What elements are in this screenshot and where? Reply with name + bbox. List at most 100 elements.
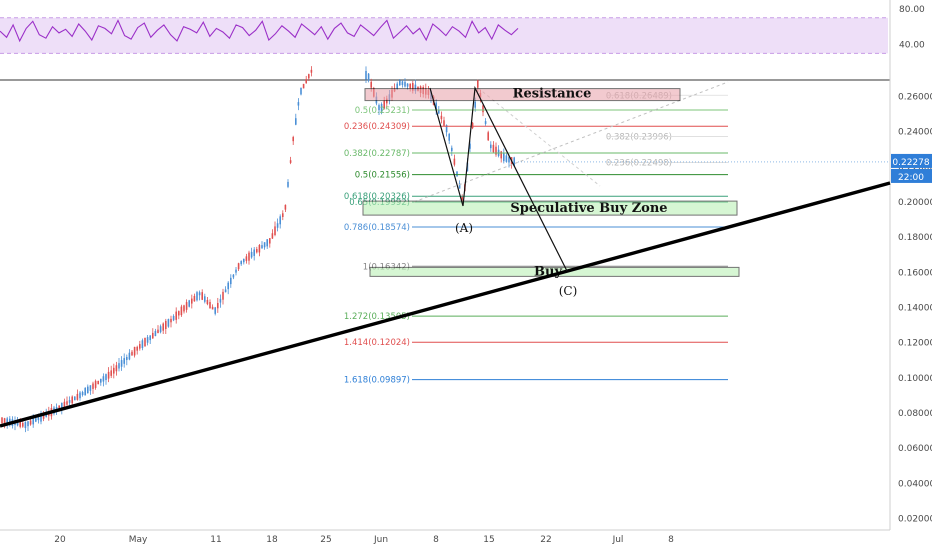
candle-body — [282, 213, 284, 217]
candle-body — [458, 183, 461, 189]
oscillator-band — [0, 17, 888, 54]
candle-body — [365, 70, 367, 80]
candle-body — [133, 346, 136, 356]
price-tick-label: 0.20000 — [898, 198, 932, 208]
candle-body — [167, 319, 170, 327]
candle-body — [305, 79, 307, 84]
candle-body — [232, 274, 235, 278]
price-tick-label: 0.04000 — [898, 479, 932, 489]
candle-body — [367, 73, 370, 81]
countdown-value: 22:00 — [898, 173, 924, 183]
candle-body — [71, 396, 73, 404]
candle-body — [178, 311, 180, 316]
candle-body — [40, 413, 42, 422]
candle-body — [37, 417, 40, 421]
candle-body — [492, 144, 495, 153]
candle-body — [261, 245, 263, 249]
candle-body — [495, 146, 497, 155]
candle-body — [412, 83, 414, 91]
time-tick-label: 11 — [210, 535, 221, 545]
candle-body — [300, 87, 302, 95]
price-pane[interactable]: 0.5(0.25231) 0.236(0.24309) 0.382(0.22787)… — [0, 66, 891, 433]
candle-body — [107, 371, 110, 379]
candle-body — [469, 143, 471, 149]
candle-body — [453, 158, 456, 165]
support-trendline — [0, 181, 891, 428]
oscillator-pane[interactable] — [0, 17, 888, 54]
candle-body — [310, 69, 313, 73]
candle-body — [235, 269, 237, 273]
time-tick-label: Jun — [373, 535, 388, 545]
candle-body — [217, 303, 219, 309]
candle-body — [76, 393, 79, 400]
candle-body — [279, 216, 281, 225]
candle-body — [505, 155, 508, 162]
candle-body — [378, 105, 380, 111]
candle-body — [206, 300, 209, 305]
candle-body — [443, 120, 445, 126]
candle-body — [105, 374, 107, 381]
oscillator-tick-label: 40.00 — [899, 40, 925, 50]
candle-body — [383, 100, 385, 109]
candle-body — [253, 249, 255, 256]
oscillator-tick-label: 80.00 — [899, 5, 925, 15]
candle-body — [409, 83, 411, 89]
fib-level-label: 0.5(0.25231) — [355, 106, 410, 116]
candle-body — [448, 133, 450, 141]
candle-body — [240, 261, 242, 265]
candle-body — [180, 306, 183, 316]
candle-body — [19, 421, 21, 427]
candle-body — [196, 292, 198, 301]
wave-label: (A) — [455, 221, 473, 235]
candle-body — [92, 383, 94, 389]
candle-body — [263, 242, 266, 248]
candle-body — [165, 320, 167, 330]
candle-body — [482, 105, 484, 113]
candle-body — [191, 298, 193, 304]
fib-level-label: 0.786(0.18574) — [344, 223, 410, 233]
candle-body — [399, 80, 401, 86]
candle-body — [126, 357, 128, 360]
candle-body — [84, 387, 86, 396]
candle-body — [81, 392, 84, 396]
candle-body — [120, 360, 123, 367]
candle-body — [32, 418, 34, 425]
price-tick-label: 0.18000 — [898, 233, 932, 243]
price-tick-label: 0.26000 — [898, 93, 932, 103]
candle-body — [401, 81, 404, 86]
fib-secondary-label: 0.382(0.23996) — [606, 133, 672, 143]
candle-body — [61, 402, 63, 410]
candle-body — [68, 400, 71, 403]
candle-body — [243, 258, 245, 263]
candle-body — [152, 332, 154, 339]
candle-body — [97, 381, 99, 385]
candle-body — [42, 413, 45, 419]
candle-body — [503, 152, 505, 162]
candle-body — [1, 417, 3, 424]
candle-body — [27, 421, 29, 427]
candle-body — [159, 326, 162, 333]
candle-body — [139, 344, 141, 349]
candle-body — [170, 318, 172, 323]
candle-body — [185, 302, 188, 310]
candle-body — [224, 289, 227, 293]
candle-body — [274, 226, 276, 235]
candle-body — [404, 81, 406, 87]
candle-body — [380, 104, 383, 113]
candle-body — [149, 335, 151, 341]
candle-body — [201, 292, 203, 300]
candle-body — [214, 307, 216, 314]
candle-body — [79, 392, 81, 399]
candle-body — [193, 295, 196, 302]
candle-body — [162, 323, 164, 331]
candle-body — [74, 396, 76, 401]
candle-body — [24, 422, 27, 429]
candle-body — [146, 337, 149, 343]
candle-body — [292, 137, 294, 142]
price-tick-label: 0.08000 — [898, 409, 932, 419]
candle-body — [471, 122, 474, 129]
candle-body — [302, 83, 305, 89]
candle-body — [115, 365, 118, 372]
candle-body — [87, 386, 89, 394]
